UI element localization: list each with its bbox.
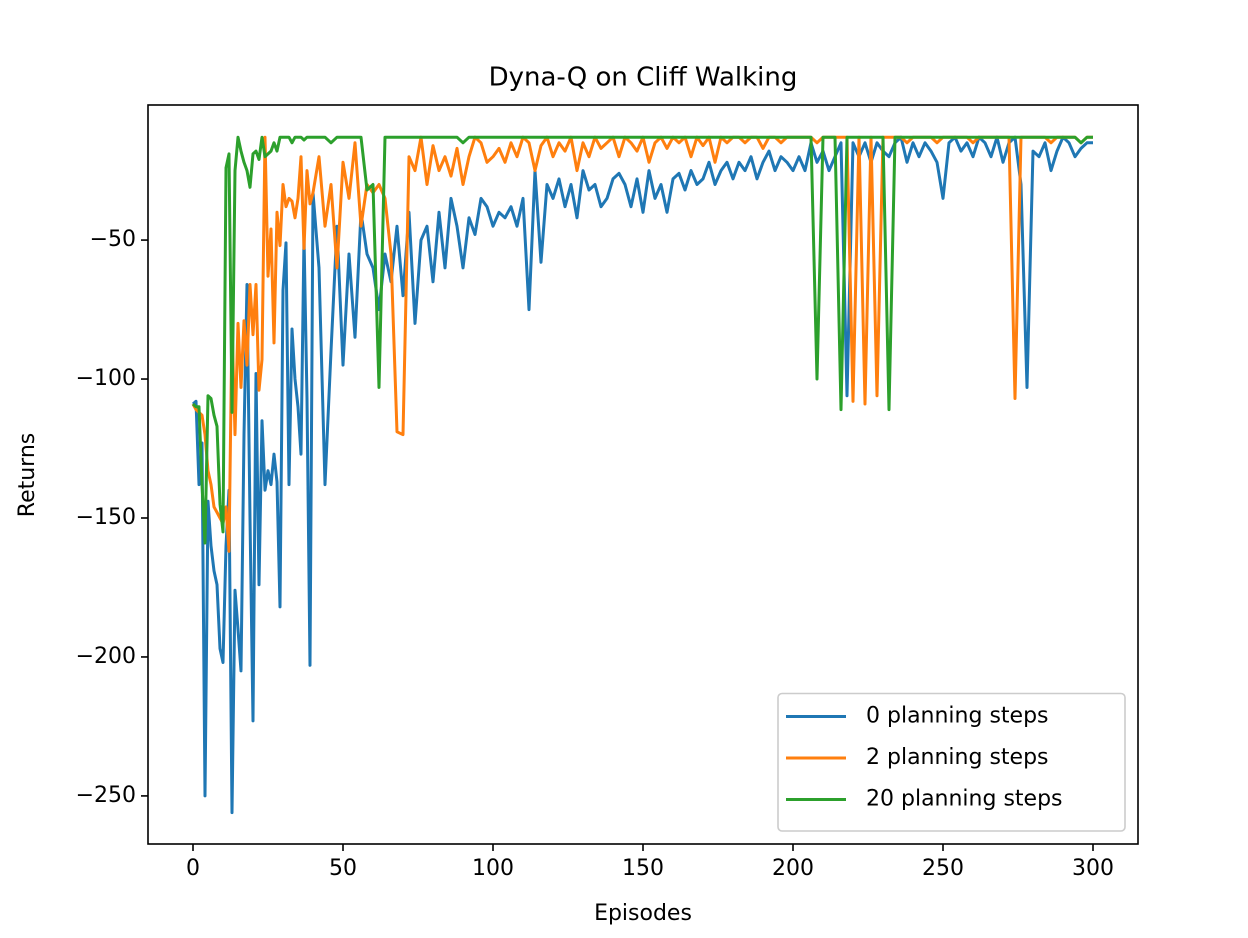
y-tick-label: −200	[76, 644, 136, 669]
y-tick-label: −100	[76, 366, 136, 391]
y-tick-label: −50	[90, 227, 136, 252]
x-tick-label: 250	[922, 856, 964, 881]
series-line	[191, 135, 1093, 815]
legend-label: 2 planning steps	[866, 745, 1049, 770]
x-tick-label: 150	[622, 856, 664, 881]
series-line	[191, 135, 1093, 553]
x-tick-label: 0	[186, 856, 200, 881]
plot-frame	[147, 104, 1139, 845]
plot-area	[191, 135, 1093, 815]
legend-label: 20 planning steps	[866, 787, 1063, 812]
x-tick-label: 50	[329, 856, 357, 881]
y-tick-label: −250	[76, 783, 136, 808]
legend-box	[777, 692, 1126, 832]
x-tick-label: 100	[472, 856, 514, 881]
x-tick-label: 300	[1072, 856, 1114, 881]
x-axis-label: Episodes	[594, 901, 692, 926]
y-tick-label: −150	[76, 505, 136, 530]
chart-title: Dyna-Q on Cliff Walking	[489, 63, 798, 93]
series-line	[191, 135, 1093, 545]
y-axis-label: Returns	[15, 433, 40, 517]
x-tick-label: 200	[772, 856, 814, 881]
legend-label: 0 planning steps	[866, 704, 1049, 729]
